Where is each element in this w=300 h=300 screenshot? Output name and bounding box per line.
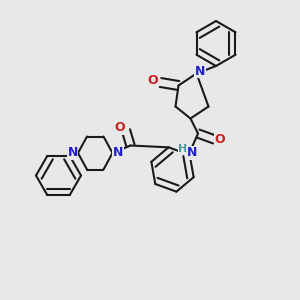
Text: H: H — [178, 144, 188, 154]
Text: N: N — [187, 146, 197, 160]
Text: N: N — [195, 64, 205, 78]
Text: N: N — [68, 146, 78, 160]
Text: N: N — [113, 146, 123, 159]
Text: O: O — [214, 133, 225, 146]
Text: O: O — [148, 74, 158, 87]
Text: O: O — [115, 121, 125, 134]
